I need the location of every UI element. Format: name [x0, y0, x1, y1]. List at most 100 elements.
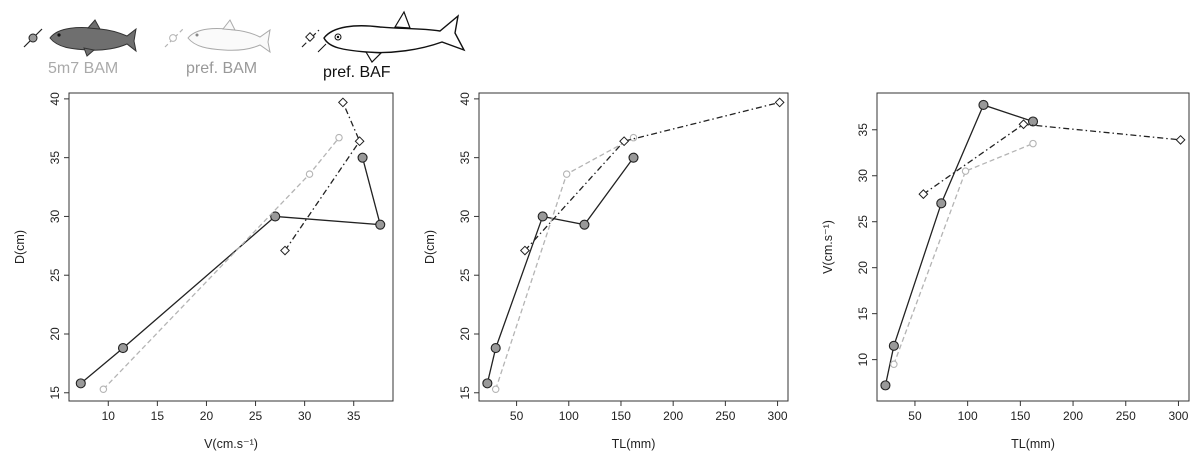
legend-item-pref-baf: pref. BAF [301, 10, 466, 81]
charts-area: 10 15 20 25 30 35 15 20 25 30 35 40 V(cm.s⁻¹) D(cm) 50… [13, 92, 1190, 451]
data-point-pref-baf [354, 136, 365, 147]
x-axis-label: V(cm.s⁻¹) [204, 437, 258, 451]
data-point-pref-bam [99, 385, 108, 393]
y-tick-label: 15 [856, 307, 870, 321]
plot-frame [478, 92, 789, 402]
legend-marker-pref-baf [305, 32, 315, 42]
chart-panel-1: 10 15 20 25 30 35 15 20 25 30 35 40 V(cm.s⁻¹) D(cm) [13, 92, 394, 451]
series-pref-bam [890, 139, 1037, 368]
data-point-pref-bam [890, 360, 898, 368]
plot-frame [68, 92, 394, 402]
legend-line-pref-baf [301, 28, 321, 48]
legend-item-5m7-bam: 5m7 BAM [23, 19, 137, 77]
series-line-pref-baf [923, 123, 1181, 195]
x-tick-label: 100 [559, 409, 579, 423]
data-point-5m7-bam [537, 211, 548, 222]
y-tick-label: 25 [458, 268, 472, 282]
x-tick-label: 20 [200, 409, 214, 423]
gudgeon-fish-dark-icon [49, 19, 137, 57]
data-point-5m7-bam [888, 340, 899, 351]
y-tick-label: 35 [48, 151, 62, 165]
data-point-pref-bam [961, 167, 970, 175]
x-tick-label: 15 [151, 409, 165, 423]
data-point-pref-baf [918, 189, 929, 200]
y-tick-label: 40 [458, 92, 472, 106]
data-point-5m7-bam [1027, 116, 1039, 127]
legend-label-pref-baf: pref. BAF [323, 64, 391, 81]
data-point-pref-baf [774, 97, 785, 108]
x-tick-label: 150 [1010, 409, 1030, 423]
legend-marker-pref-bam [169, 34, 177, 42]
legend: 5m7 BAM pref. BAM pref. BAF [23, 10, 466, 81]
y-axis-label: D(cm) [13, 230, 27, 264]
series-pref-bam [99, 133, 343, 393]
x-tick-label: 30 [298, 409, 312, 423]
y-tick-label: 10 [856, 353, 870, 367]
data-point-pref-bam [629, 133, 638, 142]
data-point-5m7-bam [482, 378, 493, 389]
legend-marker-5m7-bam [28, 33, 38, 43]
series-pref-bam [491, 133, 638, 393]
data-point-pref-baf [337, 97, 348, 108]
x-tick-label: 25 [249, 409, 263, 423]
barbel-fish-outline-icon [317, 10, 466, 63]
data-point-5m7-bam [75, 378, 86, 389]
data-point-5m7-bam [490, 343, 501, 354]
legend-line-pref-bam [164, 28, 184, 48]
series-line-5m7-bam [884, 104, 1034, 386]
data-point-pref-baf [1175, 134, 1186, 145]
y-tick-label: 30 [458, 209, 472, 223]
x-tick-label: 300 [1168, 409, 1188, 423]
series-5m7-bam [75, 152, 386, 389]
x-tick-label: 250 [715, 409, 735, 423]
x-tick-label: 200 [1063, 409, 1083, 423]
y-tick-label: 30 [856, 169, 870, 183]
data-point-pref-bam [491, 385, 500, 393]
data-point-pref-bam [1029, 139, 1037, 148]
data-point-pref-baf [619, 136, 630, 147]
y-tick-label: 25 [48, 268, 62, 282]
data-point-5m7-bam [270, 211, 281, 222]
series-5m7-bam [880, 99, 1039, 391]
x-axis-label: TL(mm) [1011, 437, 1055, 451]
x-tick-label: 250 [1116, 409, 1136, 423]
legend-label-pref-bam: pref. BAM [186, 60, 257, 77]
x-tick-label: 150 [611, 409, 631, 423]
y-axis-label: V(cm.s⁻¹) [821, 220, 835, 274]
series-pref-baf [519, 97, 785, 256]
data-point-5m7-bam [880, 380, 891, 391]
data-point-5m7-bam [375, 219, 386, 230]
series-pref-baf [918, 119, 1186, 200]
y-tick-label: 40 [48, 92, 62, 106]
data-point-pref-bam [335, 133, 343, 142]
data-point-5m7-bam [978, 99, 989, 111]
data-point-5m7-bam [579, 219, 590, 230]
data-point-pref-bam [305, 170, 314, 178]
series-line-pref-baf [284, 102, 361, 251]
series-5m7-bam [482, 152, 639, 389]
y-tick-label: 30 [48, 209, 62, 223]
data-point-5m7-bam [117, 343, 129, 354]
y-tick-label: 25 [856, 215, 870, 229]
series-line-pref-bam [893, 142, 1034, 365]
y-tick-label: 15 [48, 386, 62, 400]
x-tick-label: 50 [510, 409, 524, 423]
data-point-pref-baf [280, 245, 290, 256]
series-line-pref-baf [524, 101, 780, 251]
chart-panel-3: 50 100 150 200 250 300 10 15 20 25 30 35 TL(mm) V(cm.… [821, 92, 1190, 451]
x-tick-label: 35 [347, 409, 361, 423]
data-point-pref-baf [519, 245, 530, 256]
y-tick-label: 35 [856, 123, 870, 137]
chart-panel-2: 50 100 150 200 250 300 15 20 25 30 35 40 TL(mm) D(cm) [423, 92, 789, 451]
y-tick-label: 15 [458, 386, 472, 400]
data-point-pref-baf [1018, 119, 1029, 130]
x-axis-label: TL(mm) [612, 437, 656, 451]
y-tick-label: 20 [458, 327, 472, 341]
plot-frame [876, 92, 1190, 402]
x-tick-label: 50 [908, 409, 922, 423]
y-tick-label: 35 [458, 151, 472, 165]
y-axis-label: D(cm) [423, 230, 437, 264]
data-point-pref-bam [562, 170, 571, 178]
x-tick-label: 300 [768, 409, 788, 423]
